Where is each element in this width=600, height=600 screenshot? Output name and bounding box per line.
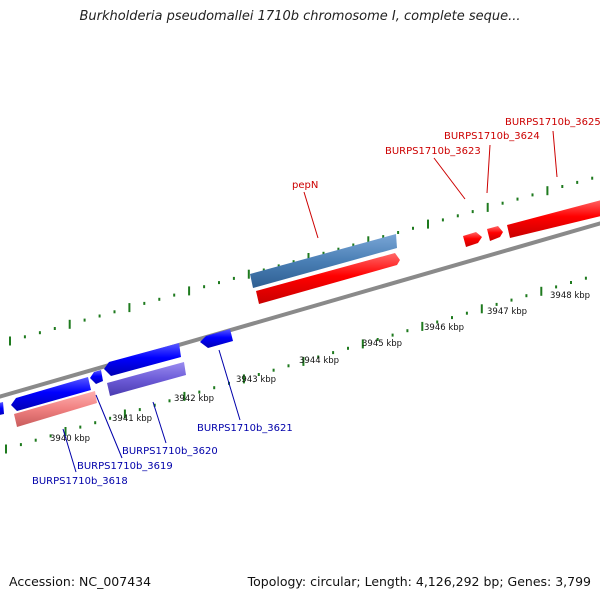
label-pepN[interactable]: pepN	[292, 180, 318, 191]
leader-burps-3619	[95, 394, 123, 459]
gene-burps-3619[interactable]	[90, 370, 103, 384]
gene-burps-3618-block[interactable]	[11, 377, 91, 411]
gene-burps-3623[interactable]	[463, 232, 482, 247]
gene-burps-3620[interactable]	[107, 362, 186, 396]
inner-tick-ring	[5, 276, 587, 454]
leader-burps-3624	[486, 144, 491, 194]
tick-label-3947: 3947 kbp	[487, 307, 527, 317]
tick-label-3945: 3945 kbp	[362, 339, 402, 349]
leader-burps-3618	[62, 428, 77, 473]
tick-label-3943: 3943 kbp	[236, 375, 276, 385]
label-burps-3624[interactable]: BURPS1710b_3624	[444, 131, 540, 142]
tick-label-3940: 3940 kbp	[50, 434, 90, 444]
label-burps-3620[interactable]: BURPS1710b_3620	[122, 446, 218, 457]
sequence-summary: Topology: circular; Length: 4,126,292 bp…	[247, 574, 591, 589]
leader-burps-3620	[152, 401, 167, 444]
forward-strand-genes	[14, 199, 600, 427]
leader-pepN	[303, 191, 319, 239]
chromosome-backbone	[0, 221, 600, 399]
label-burps-3623[interactable]: BURPS1710b_3623	[385, 146, 481, 157]
gene-pepN[interactable]	[256, 253, 400, 304]
tick-label-3946: 3946 kbp	[424, 323, 464, 333]
accession-text: Accession: NC_007434	[9, 574, 152, 589]
gene-burps-3625[interactable]	[507, 199, 600, 238]
map-title: Burkholderia pseudomallei 1710b chromoso…	[79, 9, 521, 24]
leader-burps-3625	[552, 130, 558, 178]
tick-label-3948: 3948 kbp	[550, 291, 590, 301]
leader-burps-3621	[218, 349, 241, 421]
tick-label-3944: 3944 kbp	[299, 356, 339, 366]
gene-burps-3624[interactable]	[487, 226, 503, 241]
tick-label-3941: 3941 kbp	[112, 414, 152, 424]
gene-blue-mid[interactable]	[104, 343, 181, 376]
gene-labels: pepN BURPS1710b_3623 BURPS1710b_3624 BUR…	[32, 117, 600, 487]
label-burps-3625[interactable]: BURPS1710b_3625	[505, 117, 600, 128]
leader-burps-3623	[433, 157, 466, 200]
label-burps-3618[interactable]: BURPS1710b_3618	[32, 476, 128, 487]
label-burps-3621[interactable]: BURPS1710b_3621	[197, 423, 293, 434]
reverse-strand-genes	[0, 329, 233, 416]
gene-blue-left-edge[interactable]	[0, 402, 4, 416]
label-burps-3619[interactable]: BURPS1710b_3619	[77, 461, 173, 472]
gene-burps-3621[interactable]	[200, 329, 233, 348]
gene-rna-3618[interactable]	[14, 391, 97, 427]
tick-labels: 3940 kbp 3941 kbp 3942 kbp 3943 kbp 3944…	[50, 291, 590, 444]
outer-tick-ring	[9, 176, 594, 346]
gene-pepN-highlight[interactable]	[250, 234, 397, 288]
label-leader-lines	[62, 130, 558, 473]
tick-label-3942: 3942 kbp	[174, 394, 214, 404]
